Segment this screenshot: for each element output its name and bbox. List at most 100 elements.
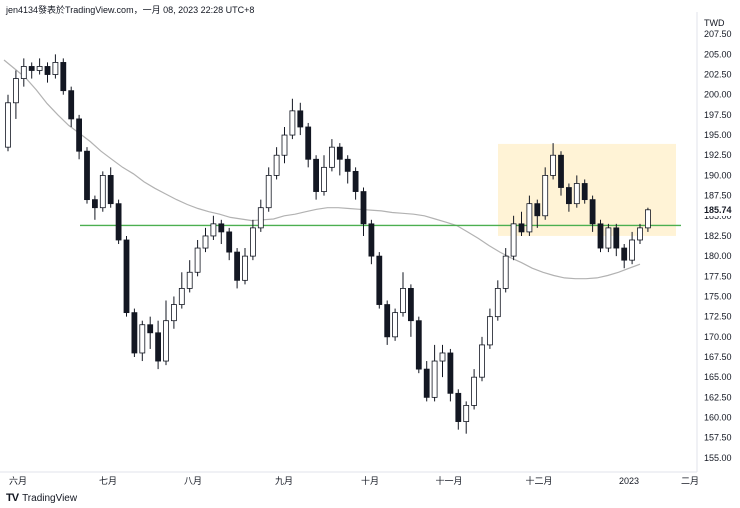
candle-body — [210, 223, 217, 237]
price-tick-label: 195.00 — [704, 130, 732, 140]
candle-body — [107, 175, 114, 205]
candle — [415, 316, 422, 374]
candle-body — [257, 207, 264, 229]
candle-body — [321, 166, 327, 192]
candle-body — [281, 134, 288, 156]
candle-body — [242, 255, 248, 281]
candles-layer — [5, 54, 651, 434]
candle — [123, 235, 130, 317]
tradingview-logo-icon: TV — [6, 492, 19, 504]
candle — [629, 231, 635, 265]
candle-body — [336, 146, 343, 160]
candle-body — [328, 146, 335, 168]
candle — [589, 195, 596, 232]
candle — [28, 62, 35, 79]
price-tick-label: 202.50 — [704, 70, 732, 80]
candle-body — [123, 239, 130, 314]
price-tick-label: 157.50 — [704, 433, 732, 443]
candle-body — [265, 175, 272, 209]
candle-body — [486, 316, 493, 346]
candle-body — [502, 255, 509, 289]
tradingview-brand[interactable]: TV TradingView — [6, 492, 77, 504]
candle — [186, 260, 193, 293]
price-axis: 155.00 157.50 160.00 162.50 165.00 167.50 170.… — [704, 29, 732, 463]
candle — [218, 219, 225, 245]
candle-body — [384, 304, 391, 338]
candle-body — [186, 271, 193, 289]
price-tick-label: 182.50 — [704, 231, 732, 241]
candle — [194, 239, 201, 277]
candle — [431, 344, 438, 402]
candle — [573, 175, 580, 208]
candle-body — [613, 227, 620, 249]
candle — [68, 86, 75, 127]
candle — [637, 223, 643, 245]
candle-body — [178, 288, 185, 305]
candle — [597, 219, 604, 253]
candle-body — [131, 312, 138, 354]
candle-body — [494, 288, 501, 318]
candle-body — [99, 175, 106, 209]
candle — [502, 248, 509, 293]
time-tick-label: 十月 — [361, 475, 379, 486]
price-tick-label: 192.50 — [704, 150, 732, 160]
candle — [392, 308, 399, 341]
candle-body — [447, 352, 454, 394]
candle-body — [249, 227, 256, 257]
price-tick-label: 160.00 — [704, 413, 732, 423]
candle — [471, 369, 478, 410]
candle-body — [76, 118, 82, 152]
price-tick-label: 175.00 — [704, 291, 732, 301]
price-tick-label: 170.00 — [704, 332, 732, 342]
candle-body — [431, 360, 438, 398]
candle — [147, 316, 154, 349]
candle-body — [305, 126, 312, 160]
candle — [510, 215, 517, 261]
candle-body — [542, 175, 549, 217]
candle-body — [44, 66, 51, 75]
candle — [234, 248, 241, 289]
candle-body — [139, 324, 146, 354]
candle-body — [273, 154, 280, 176]
candle — [115, 199, 122, 245]
time-tick-label: 二月 — [681, 476, 699, 486]
price-tick-label: 165.00 — [704, 372, 732, 382]
candle-body — [518, 223, 525, 233]
candle — [36, 58, 43, 75]
time-tick-label: 七月 — [99, 476, 117, 486]
time-tick-label: 十二月 — [525, 475, 552, 486]
candle — [60, 58, 67, 95]
candle — [613, 223, 620, 257]
candle — [645, 207, 651, 232]
candle — [455, 389, 462, 430]
candle-body — [115, 203, 122, 241]
candle — [131, 308, 138, 358]
candle — [202, 227, 209, 253]
candle-body — [52, 62, 59, 75]
price-tick-label: 190.00 — [704, 170, 732, 180]
candle-body — [226, 231, 233, 253]
candle — [20, 58, 27, 87]
candle-body — [589, 199, 596, 225]
candle-body — [155, 332, 162, 362]
candle — [621, 244, 628, 269]
candle — [5, 94, 11, 152]
candle-body — [194, 247, 201, 273]
candle-body — [581, 183, 588, 201]
price-tick-label: 205.00 — [704, 49, 732, 59]
candle-body — [566, 187, 572, 205]
candle — [447, 348, 454, 402]
time-tick-label: 八月 — [184, 476, 202, 486]
candle-body — [234, 251, 241, 281]
candle-body — [163, 320, 169, 362]
candle-body — [534, 203, 541, 217]
candle-body — [558, 154, 564, 188]
candle — [84, 147, 90, 204]
candle — [257, 199, 264, 232]
candle-body — [471, 376, 478, 406]
candle — [52, 54, 59, 79]
candle — [107, 167, 114, 208]
moving-average-layer — [3, 59, 641, 280]
candle-body — [463, 405, 470, 422]
